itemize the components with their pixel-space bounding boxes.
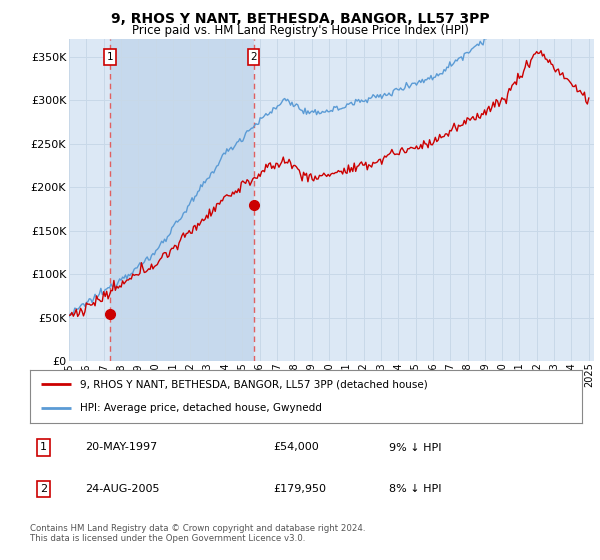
Text: 9% ↓ HPI: 9% ↓ HPI [389,442,442,452]
Text: 2: 2 [250,52,257,62]
Text: 9, RHOS Y NANT, BETHESDA, BANGOR, LL57 3PP: 9, RHOS Y NANT, BETHESDA, BANGOR, LL57 3… [110,12,490,26]
Text: 24-AUG-2005: 24-AUG-2005 [85,484,160,494]
Bar [110,39,254,361]
Text: £179,950: £179,950 [273,484,326,494]
Text: Contains HM Land Registry data © Crown copyright and database right 2024.
This d: Contains HM Land Registry data © Crown c… [30,524,365,543]
Text: 1: 1 [40,442,47,452]
Text: 9, RHOS Y NANT, BETHESDA, BANGOR, LL57 3PP (detached house): 9, RHOS Y NANT, BETHESDA, BANGOR, LL57 3… [80,380,427,390]
Text: 2: 2 [40,484,47,494]
Text: £54,000: £54,000 [273,442,319,452]
Text: 8% ↓ HPI: 8% ↓ HPI [389,484,442,494]
Text: 20-MAY-1997: 20-MAY-1997 [85,442,157,452]
Text: Price paid vs. HM Land Registry's House Price Index (HPI): Price paid vs. HM Land Registry's House … [131,24,469,36]
Text: HPI: Average price, detached house, Gwynedd: HPI: Average price, detached house, Gwyn… [80,403,322,413]
Text: 1: 1 [107,52,113,62]
